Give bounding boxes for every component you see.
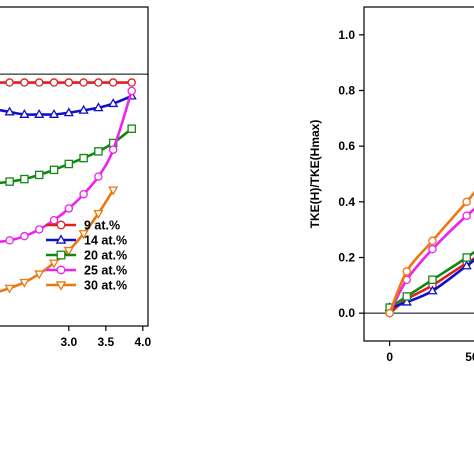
right-series-5-point <box>462 197 471 207</box>
left-x-tick-label: 3.0 <box>60 335 77 349</box>
left-x-ticks: 3.0 3.5 4.0 <box>60 326 151 349</box>
right-series-3-point <box>402 292 412 301</box>
right-x-tick-label: 500 <box>465 350 474 364</box>
right-y-tick-label: 0.8 <box>338 84 355 98</box>
right-series-3-point <box>428 275 437 285</box>
legend-item-25-at-marker <box>56 265 66 275</box>
right-series-group <box>384 191 474 318</box>
left-series-9-at-point <box>20 78 29 87</box>
left-series-20-at-point <box>34 170 44 180</box>
left-series-25-at-point <box>79 189 88 199</box>
right-y-axis-title: TKE(H)/TKE(Hmax) <box>308 120 322 229</box>
right-series-3-point <box>462 253 471 262</box>
right-y-tick-label: 0.4 <box>338 195 355 209</box>
left-series-14-at-point <box>48 108 60 118</box>
right-chart: 0 500 0.0 0.2 0.4 0.6 0.8 1.0 TKE(H)/TKE(Hmax) <box>308 6 474 364</box>
left-series-30-at-point <box>19 278 30 288</box>
left-series-20-at-point <box>127 124 136 133</box>
left-series-14-at-point <box>34 108 45 118</box>
left-series-9-at-point <box>79 78 88 87</box>
left-series-9-at-point <box>94 78 103 87</box>
legend-item-9-at-marker <box>56 220 66 230</box>
left-series-9-at-point <box>108 78 118 87</box>
left-series-14-at-point <box>93 102 104 112</box>
left-series-25-at-point <box>49 215 59 225</box>
left-series-25-at-point <box>20 231 29 241</box>
legend: 9 at.%14 at.%20 at.%25 at.%30 at.% <box>46 219 127 293</box>
right-series-5-point <box>385 308 394 318</box>
left-series-9-at-point <box>49 78 59 87</box>
left-series-25-at-point <box>5 236 14 245</box>
left-series-25-at-point <box>64 204 74 213</box>
left-series-14-at-point <box>63 107 74 117</box>
left-plot-frame <box>0 6 149 327</box>
left-series-14-at-point <box>19 108 30 118</box>
right-series-4-point <box>428 244 437 254</box>
left-series-20-at-point <box>64 159 74 169</box>
legend-item-30-at-label: 30 at.% <box>84 279 127 293</box>
left-series-20-at-point <box>5 177 14 186</box>
legend-item-9-at-label: 9 at.% <box>84 219 120 233</box>
right-series-5-point <box>402 267 412 276</box>
left-series-20-at-point <box>94 147 103 156</box>
left-series-20-at-line <box>0 127 133 185</box>
left-series-30-at-point <box>78 230 89 240</box>
right-series-2-point <box>401 296 412 306</box>
left-series-14-at-point <box>78 104 89 114</box>
right-series-5-point <box>428 236 437 246</box>
left-series-30-at-point <box>34 270 45 280</box>
legend-item-30-at-marker <box>55 281 67 291</box>
left-series-14-at-point <box>108 98 119 108</box>
right-y-tick-label: 0.0 <box>338 306 355 320</box>
left-series-25-at-point <box>34 225 44 234</box>
right-plot-frame <box>363 6 474 342</box>
left-series-group <box>0 78 137 294</box>
left-series-30-at-point <box>4 284 15 294</box>
left-series-14-at-point <box>4 106 15 116</box>
left-series-20-at-point <box>79 153 88 163</box>
right-y-tick-label: 1.0 <box>338 28 355 42</box>
legend-item-14-at-label: 14 at.% <box>84 234 127 248</box>
left-series-25-at-point <box>94 172 103 181</box>
right-x-ticks: 0 500 <box>386 341 474 364</box>
right-series-2-point <box>461 260 472 270</box>
right-y-tick-label: 0.6 <box>338 139 355 153</box>
left-series-25-at-point <box>108 145 118 154</box>
legend-item-25-at-label: 25 at.% <box>84 264 127 278</box>
left-series-20-at-point <box>20 174 29 184</box>
left-x-tick-label: 4.0 <box>134 335 151 349</box>
left-series-9-at-point <box>34 78 44 87</box>
right-series-4-point <box>462 211 471 220</box>
legend-item-14-at-marker <box>55 234 67 244</box>
left-series-30-at-point <box>63 246 74 256</box>
left-x-tick-label: 3.5 <box>97 335 114 349</box>
legend-item-20-at-label: 20 at.% <box>84 249 127 263</box>
legend-item-20-at-marker <box>56 250 66 260</box>
left-series-9-at-point <box>127 78 136 87</box>
left-series-9-at-point <box>64 78 74 87</box>
left-series-25-at-point <box>127 86 136 96</box>
left-series-30-at-point <box>93 209 104 219</box>
right-y-tick-label: 0.2 <box>338 251 355 265</box>
left-series-9-at-point <box>5 78 14 87</box>
left-series-30-at-point <box>108 186 119 196</box>
left-series-20-at-point <box>49 165 59 175</box>
right-series-2-point <box>427 285 438 295</box>
right-x-tick-label: 0 <box>386 350 393 364</box>
left-chart: 3.0 3.5 4.0 9 at.%14 at.%20 at.%25 at.%30 … <box>0 6 151 349</box>
left-series-30-at-point <box>48 259 60 269</box>
right-y-ticks: 0.0 0.2 0.4 0.6 0.8 1.0 <box>338 28 364 320</box>
